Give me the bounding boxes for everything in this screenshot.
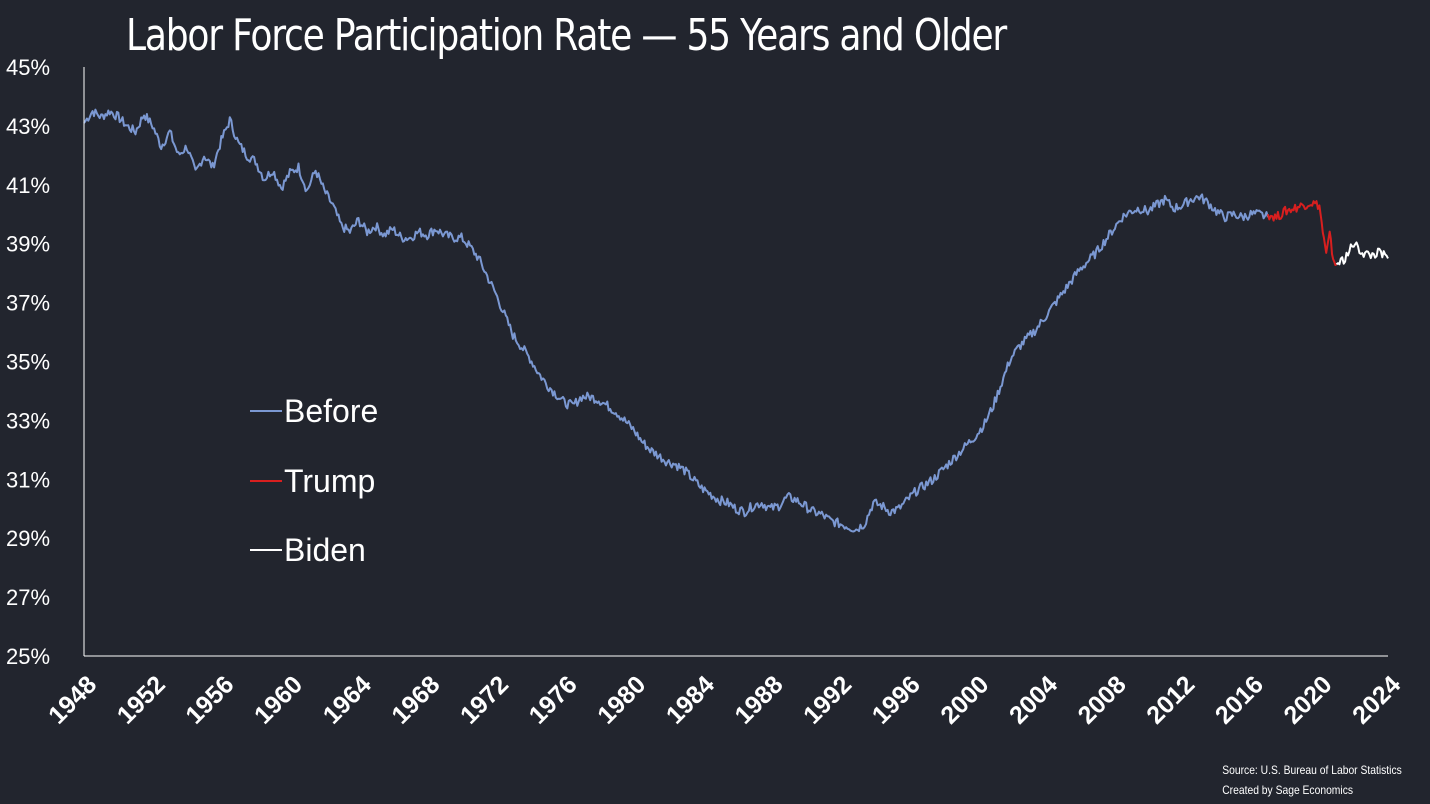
- y-tick-label: 45%: [6, 55, 50, 80]
- y-tick-label: 29%: [6, 526, 50, 551]
- x-tick-label: 1964: [318, 670, 377, 729]
- legend-label: Biden: [284, 532, 366, 568]
- series-layer: [83, 108, 1389, 533]
- legend-item-biden: Biden: [250, 532, 366, 568]
- x-tick-label: 1996: [867, 670, 926, 729]
- y-axis-ticks: 45% 43% 41% 39% 37% 35% 33% 31% 29% 27% 25%: [6, 55, 50, 669]
- credit-line: Created by Sage Economics: [1222, 783, 1354, 797]
- chart-title: Labor Force Participation Rate — 55 Year…: [126, 10, 1007, 61]
- x-tick-label: 2012: [1141, 670, 1200, 729]
- y-tick-label: 25%: [6, 644, 50, 669]
- x-tick-label: 1988: [729, 670, 788, 729]
- series-line-before: [83, 108, 1269, 533]
- x-tick-label: 1976: [524, 670, 583, 729]
- y-tick-label: 39%: [6, 232, 50, 257]
- x-tick-label: 1956: [180, 670, 239, 729]
- y-tick-label: 37%: [6, 291, 50, 316]
- x-tick-label: 2020: [1278, 670, 1337, 729]
- source-line: Source: U.S. Bureau of Labor Statistics: [1222, 763, 1402, 777]
- y-tick-label: 33%: [6, 408, 50, 433]
- y-tick-label: 31%: [6, 467, 50, 492]
- legend-label: Before: [284, 393, 378, 429]
- legend-item-trump: Trump: [250, 463, 375, 499]
- x-tick-label: 1980: [592, 670, 651, 729]
- x-tick-label: 1984: [661, 670, 720, 729]
- x-tick-label: 1968: [386, 670, 445, 729]
- x-tick-label: 1948: [43, 670, 102, 729]
- x-axis-ticks: 1948 1952 1956 1960 1964 1968 1972 1976 1980 1984…: [43, 670, 1406, 729]
- x-tick-label: 2016: [1210, 670, 1269, 729]
- y-tick-label: 35%: [6, 350, 50, 375]
- series-line-trump: [1266, 200, 1338, 266]
- source-note: Source: U.S. Bureau of Labor Statistics …: [1222, 760, 1402, 800]
- x-tick-label: 1952: [112, 670, 171, 729]
- y-tick-label: 43%: [6, 114, 50, 139]
- x-tick-label: 2024: [1347, 670, 1406, 729]
- x-tick-label: 1992: [798, 670, 857, 729]
- x-tick-label: 2000: [935, 670, 994, 729]
- x-tick-label: 2004: [1004, 670, 1063, 729]
- legend: Before Trump Biden: [250, 393, 378, 568]
- x-tick-label: 1960: [249, 670, 308, 729]
- x-tick-label: 1972: [455, 670, 514, 729]
- y-tick-label: 27%: [6, 585, 50, 610]
- x-tick-label: 2008: [1073, 670, 1132, 729]
- series-line-biden: [1335, 241, 1389, 266]
- legend-item-before: Before: [250, 393, 378, 429]
- y-tick-label: 41%: [6, 173, 50, 198]
- legend-label: Trump: [284, 463, 375, 499]
